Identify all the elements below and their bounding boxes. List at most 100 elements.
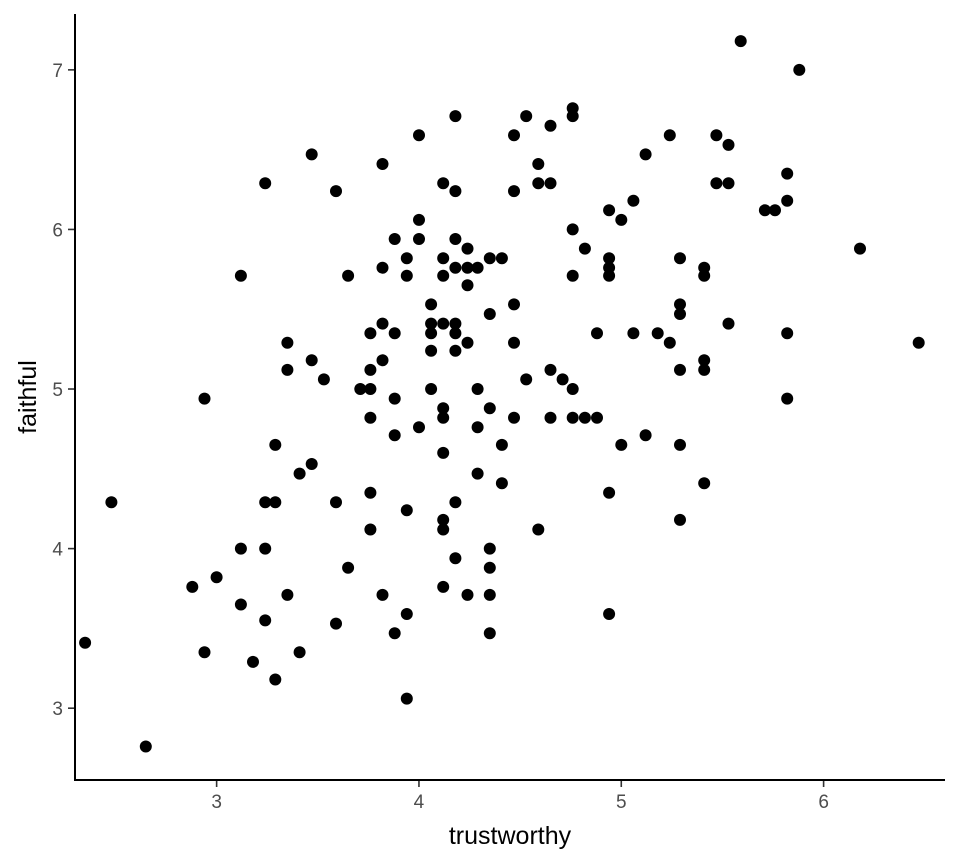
scatter-point (449, 344, 462, 357)
scatter-point (461, 242, 474, 255)
scatter-point (269, 496, 282, 509)
scatter-point (437, 513, 450, 526)
scatter-point (722, 317, 735, 330)
scatter-point (330, 496, 342, 509)
scatter-point (471, 421, 484, 434)
scatter-point (483, 252, 496, 265)
scatter-point (710, 177, 723, 190)
x-tick-label: 3 (211, 792, 222, 813)
scatter-point (544, 119, 557, 132)
scatter-point (281, 588, 294, 601)
scatter-point (698, 477, 711, 490)
scatter-point (603, 261, 616, 274)
scatter-point (305, 458, 318, 470)
scatter-point (461, 588, 474, 601)
scatter-point (532, 177, 545, 190)
scatter-point (508, 129, 520, 142)
scatter-point (400, 608, 413, 620)
scatter-point (449, 185, 462, 198)
scatter-point (578, 242, 591, 255)
scatter-point (532, 158, 545, 170)
scatter-point (674, 252, 686, 265)
scatter-point (342, 561, 355, 574)
scatter-point (603, 252, 616, 265)
scatter-point (413, 421, 425, 434)
scatter-point (449, 552, 462, 565)
scatter-point (674, 363, 686, 376)
scatter-point (364, 523, 377, 536)
scatter-point (449, 261, 462, 274)
scatter-point (544, 177, 557, 190)
y-axis-title: faithful (14, 360, 42, 434)
scatter-point (400, 252, 413, 265)
scatter-point (722, 138, 735, 151)
scatter-point (269, 438, 282, 451)
scatter-point (247, 655, 259, 668)
scatter-point (425, 344, 438, 357)
y-tick-label: 3 (52, 699, 63, 720)
scatter-point (483, 542, 496, 555)
x-tick-label: 4 (414, 792, 425, 813)
scatter-point (449, 233, 462, 245)
scatter-point (364, 411, 377, 424)
scatter-point (79, 636, 92, 649)
scatter-point (437, 317, 450, 330)
scatter-point (449, 110, 462, 123)
scatter-point (330, 617, 342, 630)
scatter-point (566, 269, 579, 282)
scatter-point (627, 327, 640, 340)
scatter-point (210, 571, 223, 584)
scatter-point (425, 298, 438, 311)
scatter-point (259, 614, 272, 627)
scatter-point (615, 438, 628, 451)
scatter-point (495, 438, 508, 451)
scatter-point (508, 336, 520, 349)
scatter-point (651, 327, 664, 340)
scatter-point (734, 35, 747, 48)
scatter-point (139, 740, 152, 753)
scatter-point (461, 336, 474, 349)
scatter-point (722, 177, 735, 190)
scatter-point (437, 252, 450, 265)
scatter-point (495, 477, 508, 490)
scatter-point (603, 486, 616, 499)
scatter-point (259, 542, 272, 555)
scatter-point (449, 317, 462, 330)
scatter-point (388, 327, 401, 340)
scatter-point (330, 185, 342, 198)
scatter-point (566, 102, 579, 115)
scatter-point (342, 269, 355, 282)
scatter-point (556, 373, 569, 386)
scatter-point (471, 383, 484, 395)
scatter-point (388, 429, 401, 442)
scatter-point (293, 467, 306, 480)
scatter-point (508, 185, 520, 198)
scatter-point (317, 373, 330, 386)
scatter-point (591, 411, 603, 424)
scatter-point (364, 363, 377, 376)
scatter-point (461, 279, 474, 292)
scatter-point (305, 148, 318, 161)
y-tick-label: 7 (52, 61, 63, 82)
scatter-point (471, 467, 484, 480)
scatter-point (471, 261, 484, 274)
scatter-point (912, 336, 925, 349)
scatter-point (532, 523, 545, 536)
scatter-point (437, 523, 450, 536)
scatter-point (413, 129, 425, 142)
scatter-point (854, 242, 866, 255)
scatter-point (603, 204, 616, 217)
scatter-point (520, 110, 533, 123)
scatter-point (508, 411, 520, 424)
scatter-point (544, 363, 557, 376)
scatter-point (400, 692, 413, 705)
scatter-point (293, 646, 306, 659)
scatter-point (698, 261, 711, 274)
scatter-point (105, 496, 118, 509)
scatter-point (544, 411, 557, 424)
scatter-point (663, 336, 676, 349)
scatter-point (674, 513, 686, 526)
scatter-point (483, 588, 496, 601)
scatter-point (305, 354, 318, 367)
scatter-point (364, 383, 377, 395)
